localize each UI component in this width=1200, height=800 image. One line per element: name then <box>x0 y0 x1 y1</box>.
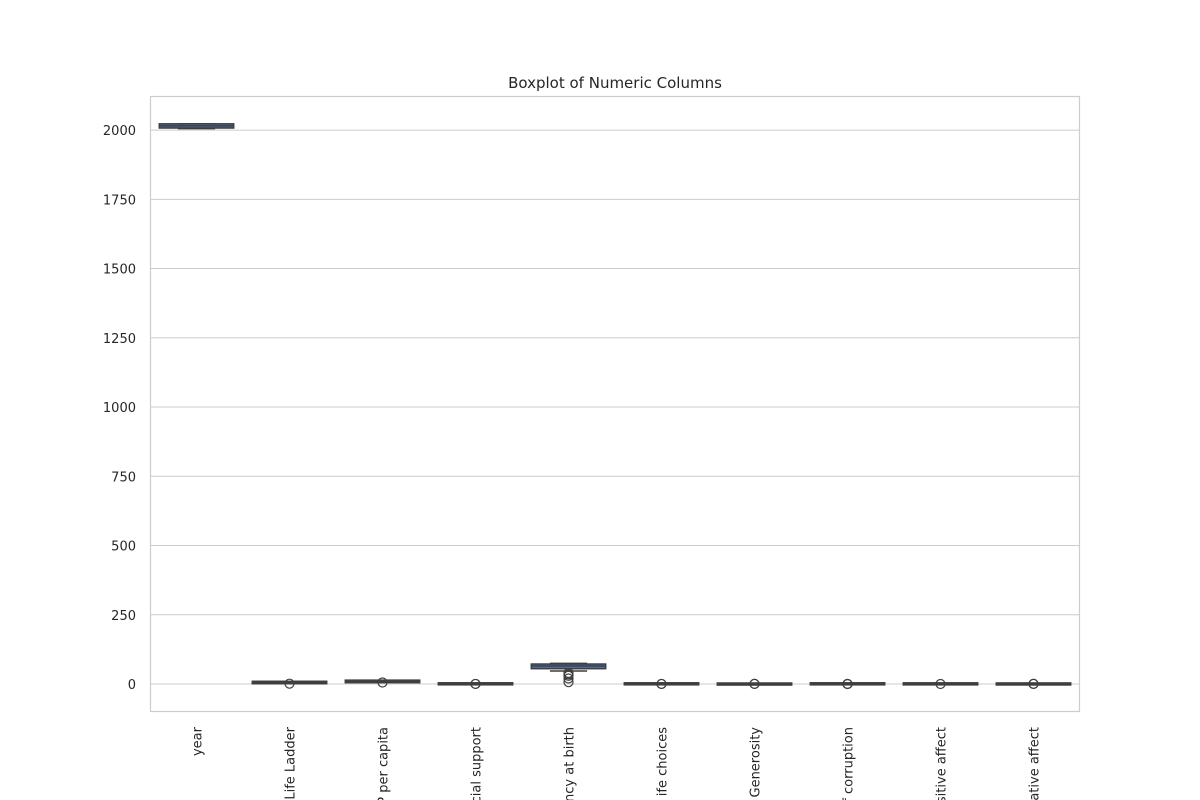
x-tick-label: ative affect <box>1028 727 1043 800</box>
y-tick-label: 500 <box>111 540 136 555</box>
y-tick-label: 1500 <box>103 263 136 278</box>
x-tick-label: Life Ladder <box>284 726 299 799</box>
outlier <box>470 678 481 690</box>
x-tick-label: ife choices <box>656 727 671 796</box>
chart-title: Boxplot of Numeric Columns <box>508 74 722 92</box>
x-tick-label: cial support <box>470 727 485 800</box>
y-tick-label: 2000 <box>103 124 136 139</box>
outlier <box>656 678 667 690</box>
outlier <box>842 678 853 690</box>
x-tick-label: ancy at birth <box>563 727 578 800</box>
outlier <box>935 678 946 690</box>
x-tick-label: sitive affect <box>935 727 950 800</box>
y-tick-label: 0 <box>128 678 136 693</box>
outlier <box>563 673 574 684</box>
outlier <box>749 678 760 689</box>
y-tick-label: 750 <box>111 470 136 485</box>
x-tick-label: Generosity <box>749 727 764 798</box>
outlier <box>1028 678 1039 689</box>
y-tick-label: 1000 <box>103 401 136 416</box>
x-tick-label: f corruption <box>842 727 857 800</box>
outlier <box>284 678 295 689</box>
y-tick-label: 250 <box>111 609 136 624</box>
outlier <box>563 667 574 679</box>
plot-frame <box>149 95 1081 713</box>
y-tick-label: 1750 <box>103 193 136 208</box>
outlier <box>377 677 388 688</box>
y-tick-label: 1250 <box>103 332 136 347</box>
marks-layer <box>158 122 1072 690</box>
grid-layer <box>150 129 1080 685</box>
x-tick-label: year <box>191 726 206 756</box>
x-tick-label: P per capita <box>377 727 392 800</box>
